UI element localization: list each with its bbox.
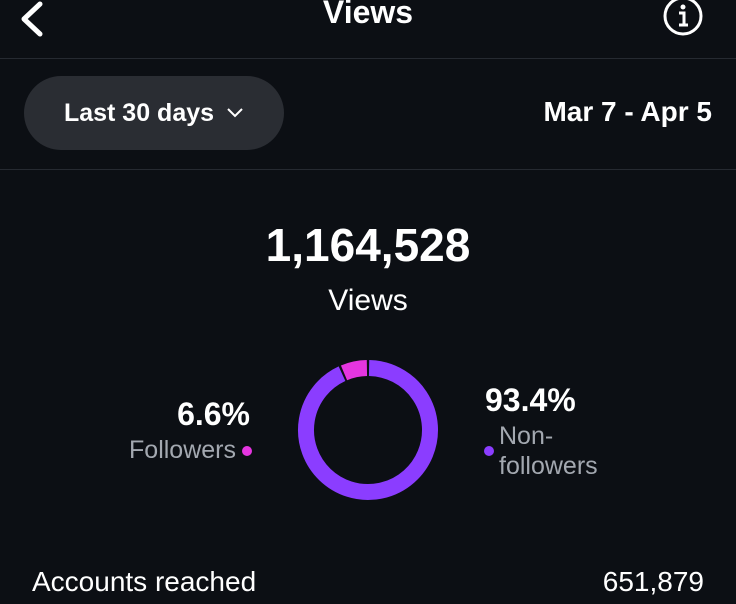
- period-label: Last 30 days: [63, 98, 215, 127]
- legend-label: Non-followers: [499, 422, 598, 480]
- legend-dot: [484, 446, 494, 456]
- legend-dot: [242, 445, 252, 456]
- total-views: 1,164,528: [265, 219, 471, 271]
- date-range: Mar 7 - Apr 5: [543, 96, 712, 127]
- divider: [0, 58, 736, 59]
- donut-segment: [298, 360, 438, 500]
- donut-segment: [340, 360, 368, 381]
- donut-chart: [298, 360, 438, 500]
- metric-value: 651,879: [602, 566, 704, 597]
- followers-legend: Followers: [129, 436, 252, 465]
- page-title: Views: [322, 0, 414, 30]
- divider: [0, 169, 736, 170]
- info-button[interactable]: [660, 0, 706, 40]
- total-label: Views: [328, 284, 408, 317]
- chevron-down: [227, 108, 243, 118]
- period-dropdown[interactable]: Last 30 days: [24, 76, 284, 150]
- non-followers-pct: 93.4%: [485, 382, 576, 418]
- metric-label: Accounts reached: [32, 566, 257, 597]
- legend-label: Followers: [129, 436, 236, 464]
- back-button[interactable]: [10, 0, 50, 40]
- followers-pct: 6.6%: [177, 396, 250, 432]
